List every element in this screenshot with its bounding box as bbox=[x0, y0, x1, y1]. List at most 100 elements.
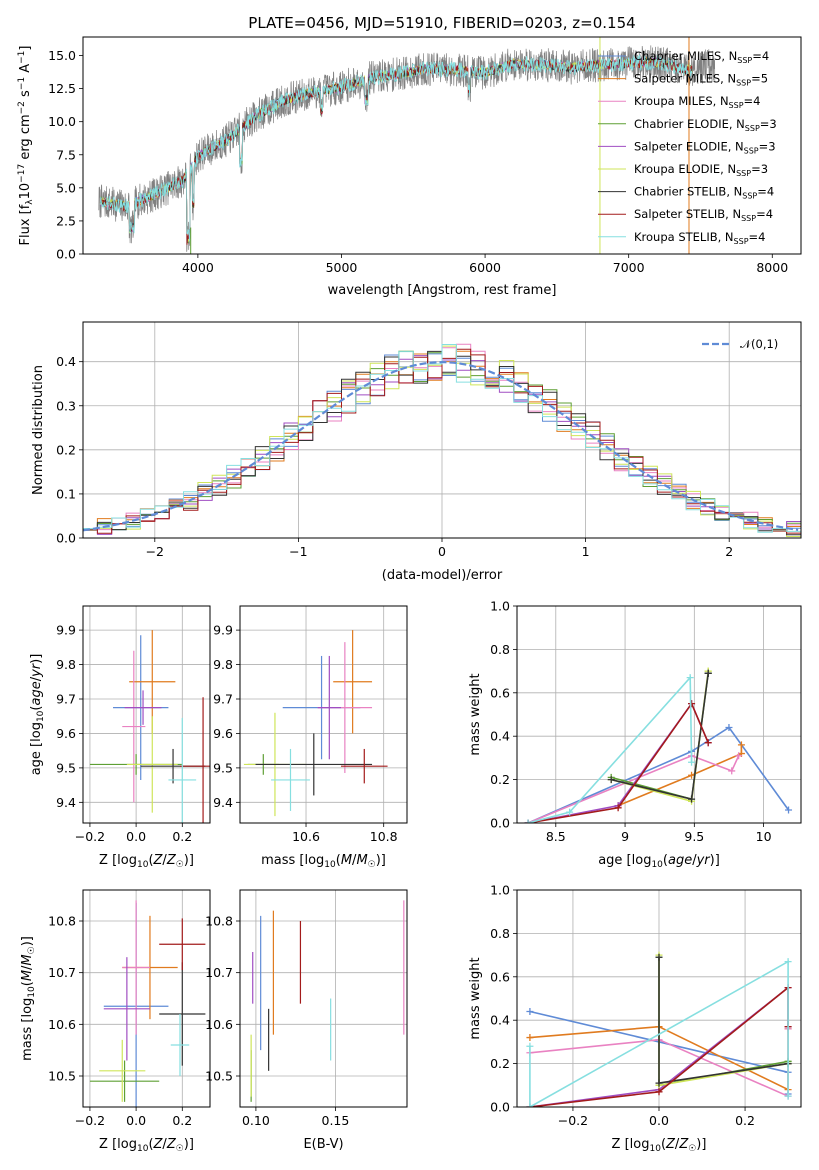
legend-label-2: Salpeter MILES, NSSP=5 bbox=[634, 72, 768, 88]
weight-marker bbox=[725, 724, 733, 732]
y-tick-label: 9.6 bbox=[213, 726, 233, 741]
y-tick-label: 10.8 bbox=[48, 914, 76, 929]
y-tick-label: 7.5 bbox=[56, 147, 76, 162]
x-tick-label: −1 bbox=[289, 544, 307, 559]
x-tick-label: 6000 bbox=[469, 260, 501, 275]
weight-marker bbox=[784, 1092, 792, 1100]
grid-mass-vs-EBV bbox=[240, 890, 407, 1107]
legend-label-6: Kroupa ELODIE, NSSP=3 bbox=[634, 162, 768, 178]
y-tick-label: 0.0 bbox=[56, 247, 76, 262]
y-tick-label: 12.5 bbox=[48, 81, 76, 96]
plot-area-residuals bbox=[83, 343, 801, 538]
x-axis-label: E(B-V) bbox=[303, 1137, 343, 1152]
x-tick-label: 0.2 bbox=[735, 1113, 755, 1128]
weight-line bbox=[529, 960, 789, 1107]
y-tick-label: 0.3 bbox=[56, 398, 76, 413]
axes-frame bbox=[82, 36, 802, 255]
legend-label-3: Kroupa MILES, NSSP=4 bbox=[634, 94, 760, 110]
weight-marker bbox=[688, 795, 696, 803]
y-tick-label: 10.5 bbox=[48, 1069, 76, 1084]
x-tick-label: 0.2 bbox=[172, 1113, 192, 1128]
x-tick-label: 0.2 bbox=[172, 829, 192, 844]
grid-age-vs-Z bbox=[83, 606, 210, 823]
legend-label-1: Chabrier MILES, NSSP=4 bbox=[634, 49, 769, 65]
grid-mass-vs-Z bbox=[83, 890, 210, 1107]
x-tick-label: 2 bbox=[725, 544, 733, 559]
y-tick-label: 1.0 bbox=[490, 883, 510, 898]
y-tick-label: 0.0 bbox=[490, 1100, 510, 1115]
y-tick-label: 10.8 bbox=[205, 914, 233, 929]
plot-area-weight-vs-Z bbox=[526, 951, 792, 1107]
axes-frame bbox=[239, 889, 408, 1108]
weight-marker bbox=[704, 739, 712, 747]
errorbar-point-8 bbox=[340, 748, 388, 784]
model-line-9 bbox=[99, 53, 693, 242]
y-tick-label: 9.6 bbox=[56, 726, 76, 741]
grid-age-vs-mass bbox=[240, 606, 407, 823]
y-axis-label: Normed distribution bbox=[31, 365, 46, 495]
panel-residuals: −2 −1 0 1 2 0.0 0.1 0.2 0.3 0.4 (data-model)/error… bbox=[31, 321, 802, 583]
y-tick-label: 9.5 bbox=[213, 760, 233, 775]
errorbar-point-4 bbox=[89, 1060, 160, 1102]
y-tick-label: 2.5 bbox=[56, 213, 76, 228]
y-axis-label: mass [log10(M/M☉)] bbox=[20, 936, 37, 1061]
errorbar-point-3 bbox=[122, 650, 146, 803]
axes-age-vs-Z: −0.2 0.0 0.2 9.4 9.5 9.6 9.7 9.8 9.9 Z [log10(Z/Z… bbox=[29, 605, 211, 870]
errorbar-point-2 bbox=[333, 630, 373, 734]
panel-spectrum: 4000 5000 6000 7000 8000 0.0 2.5 5.0 7.5 10.0 12.5… bbox=[17, 14, 802, 298]
y-tick-label: 10.5 bbox=[205, 1069, 233, 1084]
x-tick-label: 7000 bbox=[613, 260, 645, 275]
y-tick-label: 0.2 bbox=[490, 1056, 510, 1071]
panel-mass-vs-EBV: 0.10 0.15 10.5 10.6 10.7 10.8 E(B-V) bbox=[205, 889, 408, 1152]
plot-area-mass-vs-EBV bbox=[250, 900, 405, 1102]
y-tick-label: 10.6 bbox=[205, 1017, 233, 1032]
y-tick-label: 0.0 bbox=[490, 816, 510, 831]
y-tick-label: 5.0 bbox=[56, 180, 76, 195]
y-axis-label: Flux [fλ10−17 erg cm−2 s−1 A−1] bbox=[17, 46, 35, 246]
x-tick-label: 8000 bbox=[756, 260, 788, 275]
errorbar-point-5 bbox=[124, 690, 162, 725]
weight-line bbox=[527, 754, 740, 823]
y-tick-label: 9.8 bbox=[213, 657, 233, 672]
weight-series-9 bbox=[524, 674, 696, 823]
plot-area-mass-vs-Z bbox=[89, 900, 206, 1107]
weight-series-7 bbox=[607, 669, 712, 803]
weight-line bbox=[527, 726, 790, 823]
y-tick-label: 9.4 bbox=[213, 795, 233, 810]
weight-marker bbox=[526, 1103, 534, 1107]
legend-label-9: Kroupa STELIB, NSSP=4 bbox=[634, 230, 765, 246]
weight-marker bbox=[607, 776, 615, 784]
y-tick-label: 0.2 bbox=[490, 772, 510, 787]
weight-marker bbox=[655, 953, 663, 961]
legend-label-8: Salpeter STELIB, NSSP=4 bbox=[634, 207, 773, 223]
y-tick-label: 10.7 bbox=[205, 965, 233, 980]
weight-marker bbox=[784, 958, 792, 966]
axes-frame bbox=[82, 321, 802, 539]
plot-area-spectrum bbox=[98, 37, 716, 254]
y-tick-label: 9.7 bbox=[56, 692, 76, 707]
weight-line bbox=[527, 701, 709, 823]
axes-frame bbox=[239, 605, 408, 824]
x-axis-label: wavelength [Angstrom, rest frame] bbox=[328, 283, 557, 298]
axes-age-vs-mass: 10.6 10.8 9.4 9.5 9.6 9.7 9.8 9.9 mass [log10(M/… bbox=[213, 605, 408, 870]
panel-mass-vs-Z: −0.2 0.0 0.2 10.5 10.6 10.7 10.8 Z [log10(Z/Z☉)… bbox=[20, 889, 211, 1154]
weight-series-8 bbox=[524, 700, 712, 823]
y-tick-label: 0.0 bbox=[56, 531, 76, 546]
x-axis-label: (data-model)/error bbox=[382, 568, 503, 583]
weight-series-9 bbox=[526, 958, 792, 1107]
weight-series-1 bbox=[524, 724, 793, 823]
errorbar-point-9 bbox=[170, 1014, 190, 1076]
plot-area-age-vs-Z bbox=[89, 630, 210, 823]
x-tick-label: 5000 bbox=[326, 260, 358, 275]
panel-age-vs-mass: 10.6 10.8 9.4 9.5 9.6 9.7 9.8 9.9 mass [log10(M/… bbox=[213, 605, 408, 870]
model-line-8 bbox=[99, 58, 693, 245]
errorbar-point-8 bbox=[159, 918, 206, 971]
weight-marker bbox=[526, 1008, 534, 1016]
y-axis-label: age [log10(age/yr)] bbox=[29, 654, 46, 776]
y-tick-label: 0.6 bbox=[490, 685, 510, 700]
errorbar-point-9 bbox=[168, 717, 197, 823]
x-tick-label: 9 bbox=[621, 829, 629, 844]
y-axis-label: mass weight bbox=[468, 673, 483, 755]
x-axis-label: Z [log10(Z/Z☉)] bbox=[99, 853, 194, 870]
x-axis-label: age [log10(age/yr)] bbox=[598, 853, 720, 870]
